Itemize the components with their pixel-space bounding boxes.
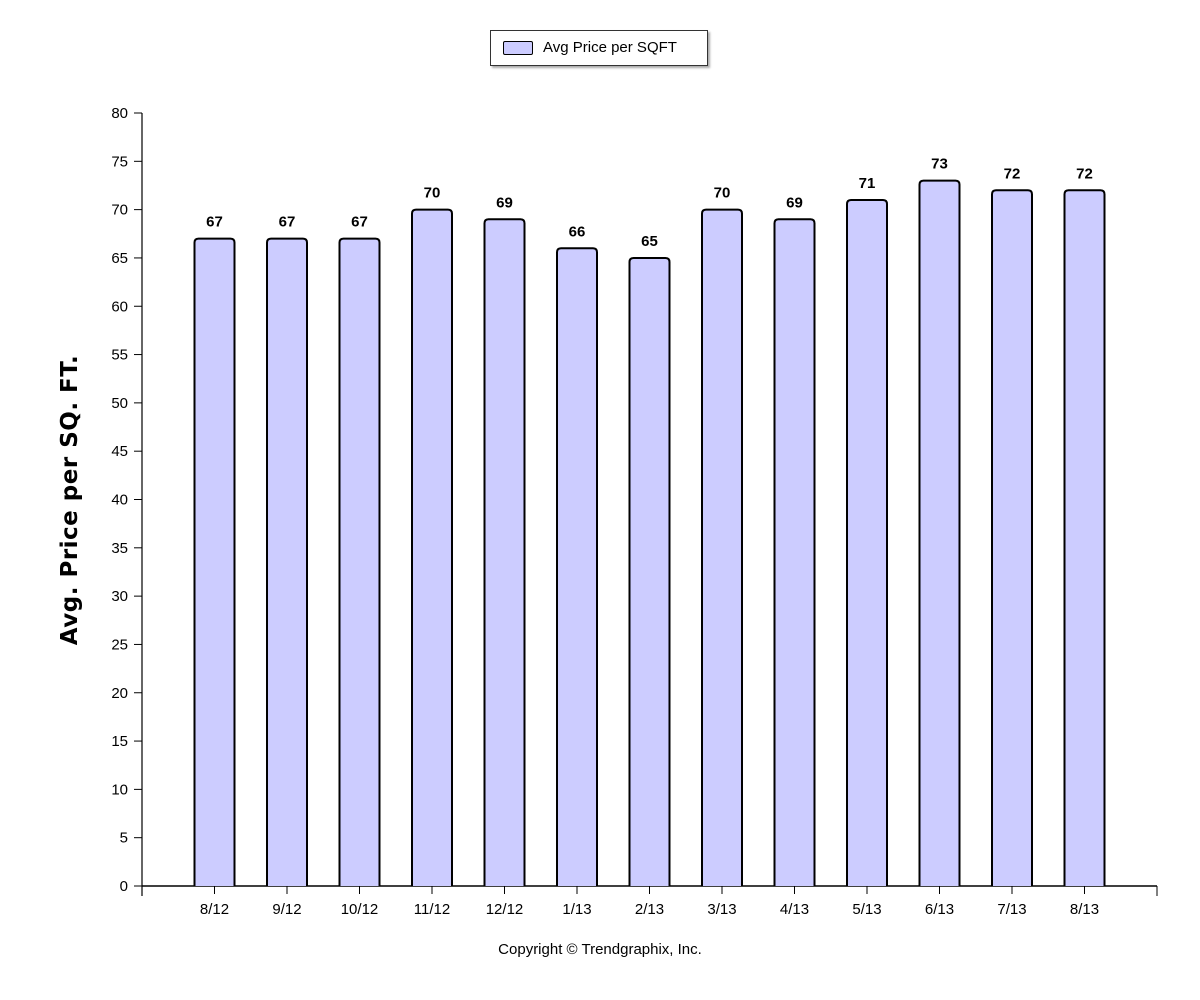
bar bbox=[774, 219, 815, 887]
legend: Avg Price per SQFT bbox=[490, 30, 708, 66]
bar bbox=[194, 238, 235, 887]
x-tick-label: 5/13 bbox=[852, 901, 881, 918]
bar-value-label: 73 bbox=[931, 156, 948, 173]
x-tick-label: 10/12 bbox=[341, 901, 379, 918]
bar bbox=[267, 238, 307, 887]
y-tick-label: 50 bbox=[111, 395, 128, 412]
bar bbox=[484, 219, 525, 887]
bar-value-label: 70 bbox=[714, 185, 731, 202]
bar-outline bbox=[773, 218, 816, 886]
bar bbox=[847, 199, 887, 886]
bar-value-label: 67 bbox=[279, 214, 296, 231]
bar-value-label: 67 bbox=[206, 214, 223, 231]
x-tick-label: 12/12 bbox=[486, 901, 524, 918]
y-tick-label: 75 bbox=[111, 153, 128, 170]
bar bbox=[557, 248, 597, 886]
bar bbox=[992, 190, 1032, 887]
x-tick-label: 8/12 bbox=[200, 901, 229, 918]
bar-value-label: 72 bbox=[1076, 165, 1093, 182]
x-tick-label: 2/13 bbox=[635, 901, 664, 918]
bar-outline bbox=[338, 237, 381, 886]
bar-value-label: 69 bbox=[496, 194, 513, 211]
bar-value-label: 65 bbox=[641, 233, 658, 250]
bar-value-label: 71 bbox=[859, 175, 876, 192]
bar bbox=[339, 238, 380, 887]
bar-value-label: 70 bbox=[424, 185, 441, 202]
y-tick-label: 10 bbox=[111, 781, 128, 798]
y-tick-label: 35 bbox=[111, 540, 128, 557]
legend-swatch bbox=[503, 41, 533, 55]
bar bbox=[412, 209, 452, 886]
bar-outline bbox=[411, 208, 453, 886]
x-tick-label: 1/13 bbox=[562, 901, 591, 918]
copyright-text: Copyright © Trendgraphix, Inc. bbox=[498, 941, 702, 958]
bar-outline bbox=[1063, 189, 1106, 886]
bar-value-label: 72 bbox=[1004, 165, 1021, 182]
bar-outline bbox=[556, 247, 598, 886]
bar-outline bbox=[193, 237, 236, 886]
y-tick-label: 65 bbox=[111, 250, 128, 267]
y-tick-label: 20 bbox=[111, 685, 128, 702]
y-tick-label: 15 bbox=[111, 733, 128, 750]
y-tick-label: 60 bbox=[111, 298, 128, 315]
bar-outline bbox=[701, 208, 743, 886]
bar bbox=[629, 257, 670, 886]
bar-value-label: 69 bbox=[786, 194, 803, 211]
x-tick-label: 8/13 bbox=[1070, 901, 1099, 918]
bar-value-label: 67 bbox=[351, 214, 368, 231]
x-tick-label: 9/12 bbox=[272, 901, 301, 918]
x-tick-label: 3/13 bbox=[707, 901, 736, 918]
bar-outline bbox=[991, 189, 1033, 886]
legend-label: Avg Price per SQFT bbox=[543, 39, 677, 56]
bar-outline bbox=[483, 218, 526, 886]
x-tick-label: 11/12 bbox=[414, 901, 450, 918]
y-tick-label: 45 bbox=[111, 443, 128, 460]
y-tick-label: 70 bbox=[111, 202, 128, 219]
bar bbox=[702, 209, 742, 886]
bar-outline bbox=[266, 237, 308, 886]
y-tick-label: 40 bbox=[111, 492, 128, 509]
x-tick-label: 6/13 bbox=[925, 901, 954, 918]
y-tick-label: 55 bbox=[111, 347, 128, 364]
bar-outline bbox=[846, 198, 888, 886]
y-tick-label: 25 bbox=[111, 636, 128, 653]
y-tick-label: 5 bbox=[120, 830, 128, 847]
y-tick-label: 0 bbox=[120, 878, 128, 895]
x-tick-label: 7/13 bbox=[997, 901, 1026, 918]
y-tick-label: 80 bbox=[111, 105, 128, 122]
bar bbox=[1064, 190, 1105, 887]
x-tick-label: 4/13 bbox=[780, 901, 809, 918]
y-tick-label: 30 bbox=[111, 588, 128, 605]
bar-value-label: 66 bbox=[569, 223, 586, 240]
bar-outline bbox=[628, 256, 671, 886]
bar bbox=[919, 180, 960, 886]
bar-outline bbox=[918, 179, 961, 886]
